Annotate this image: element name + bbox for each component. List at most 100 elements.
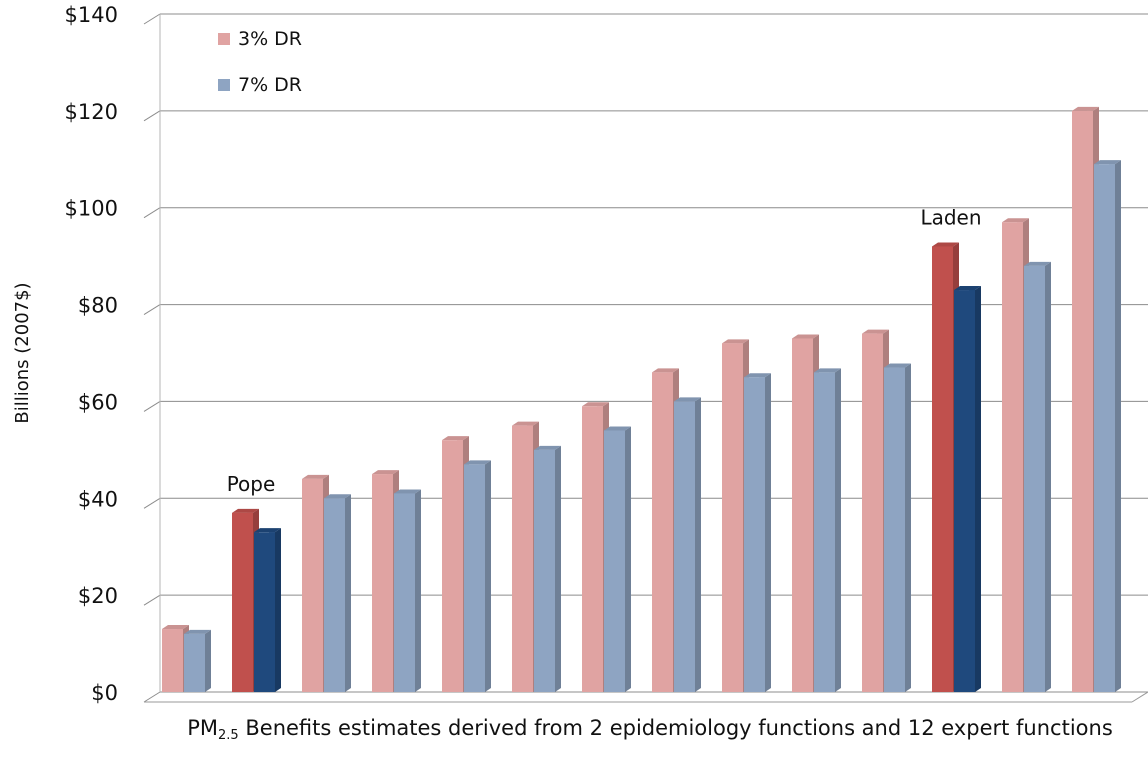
bar-7pct-dr-front	[254, 532, 275, 692]
bar-3pct-dr-top	[932, 242, 959, 247]
bar-7pct-dr	[534, 445, 561, 692]
y-tick-label: $100	[65, 197, 118, 221]
y-tick-label: $20	[78, 584, 118, 608]
bar-7pct-dr	[394, 489, 421, 692]
bar-7pct-dr	[254, 528, 281, 692]
bar-3pct-dr-front	[792, 338, 813, 692]
bar-7pct-dr-side	[1045, 261, 1051, 692]
bar-3pct-dr-top	[512, 421, 539, 426]
y-tick-label: $60	[78, 390, 118, 414]
bar-7pct-dr-top	[254, 528, 281, 533]
bar-7pct-dr	[954, 286, 981, 692]
bar-3pct-dr-top	[792, 334, 819, 339]
y-axis-title: Billions (2007$)	[12, 282, 33, 423]
gridline-bevel	[143, 691, 161, 703]
bar-7pct-dr-front	[814, 372, 835, 692]
bar-7pct-dr-side	[205, 629, 211, 692]
bar-7pct-dr	[324, 494, 351, 692]
y-tick-label: $0	[91, 681, 118, 705]
gridline-bevel	[143, 13, 161, 25]
bar-7pct-dr-side	[625, 426, 631, 692]
bar-3pct-dr-front	[232, 512, 253, 692]
bar-3pct-dr-top	[652, 368, 679, 373]
x-axis-title-sub: 2.5	[218, 728, 239, 743]
bar-7pct-dr-front	[884, 367, 905, 692]
bar-7pct-dr-front	[1094, 164, 1115, 693]
bar-7pct-dr	[184, 629, 211, 692]
bar-7pct-dr-top	[674, 397, 701, 402]
bar-3pct-dr-front	[512, 425, 533, 692]
gridline-bevel	[143, 401, 161, 412]
bar-7pct-dr	[464, 460, 491, 692]
bar-3pct-dr-front	[932, 246, 953, 692]
bar-7pct-dr-side	[345, 494, 351, 692]
bar-3pct-dr-front	[162, 629, 183, 692]
legend: 3% DR 7% DR	[218, 28, 302, 96]
bar-3pct-dr-front	[442, 440, 463, 692]
gridline-bevel	[143, 207, 161, 219]
gridline-bevel	[143, 304, 161, 315]
gridline-bevel	[143, 110, 161, 122]
bar-7pct-dr-front	[954, 290, 975, 692]
bar-3pct-dr-front	[652, 372, 673, 692]
gridline-bevel	[143, 594, 161, 606]
bar-7pct-dr-top	[464, 460, 491, 465]
bar-7pct-dr-side	[555, 445, 561, 692]
bar-7pct-dr	[604, 426, 631, 692]
bar-3pct-dr-top	[582, 402, 609, 407]
y-tick-label: $40	[78, 487, 118, 511]
y-tick-label: $140	[65, 3, 118, 27]
bar-7pct-dr-side	[975, 286, 981, 692]
bar-3pct-dr-top	[162, 625, 189, 630]
bar-7pct-dr-side	[765, 373, 771, 692]
bar-3pct-dr-top	[372, 470, 399, 475]
gridlines	[143, 13, 1148, 703]
bar-7pct-dr-top	[184, 629, 211, 634]
bar-7pct-dr-side	[835, 368, 841, 692]
bar-7pct-dr-side	[695, 397, 701, 692]
y-tick-label: $120	[65, 100, 118, 124]
bar-3pct-dr-top	[442, 436, 469, 441]
bar-7pct-dr	[884, 363, 911, 692]
x-axis-title: PM2.5 Benefits estimates derived from 2 …	[160, 712, 1140, 752]
bar-7pct-dr-front	[744, 377, 765, 692]
bar-7pct-dr-top	[604, 426, 631, 431]
bar-3pct-dr-front	[722, 343, 743, 692]
bar-7pct-dr-side	[1115, 160, 1121, 693]
bar-7pct-dr-top	[324, 494, 351, 499]
bar-3pct-dr-front	[302, 478, 323, 692]
annotation-label: Pope	[227, 472, 276, 496]
bar-7pct-dr	[814, 368, 841, 692]
bar-3pct-dr-front	[1072, 110, 1093, 693]
bar-3pct-dr-top	[1072, 106, 1099, 111]
bar-7pct-dr-side	[905, 363, 911, 692]
bar-3pct-dr-front	[372, 474, 393, 692]
bar-7pct-dr-side	[485, 460, 491, 692]
legend-label: 7% DR	[238, 74, 302, 96]
bar-7pct-dr	[674, 397, 701, 692]
bar-3pct-dr-top	[232, 508, 259, 513]
bar-7pct-dr-top	[954, 286, 981, 291]
x-axis-title-post: Benefits estimates derived from 2 epidem…	[238, 716, 1113, 740]
bar-7pct-dr	[1024, 261, 1051, 692]
bar-3pct-dr-front	[1002, 222, 1023, 692]
legend-swatch	[218, 33, 230, 45]
gridline-bevel	[143, 497, 161, 509]
floor-right-edge	[1131, 691, 1148, 703]
bar-7pct-dr-front	[394, 493, 415, 692]
bar-7pct-dr-top	[744, 373, 771, 378]
legend-label: 3% DR	[238, 28, 302, 50]
bar-7pct-dr-front	[604, 430, 625, 692]
x-axis-title-pre: PM	[187, 716, 219, 740]
bar-7pct-dr	[744, 373, 771, 692]
bar-7pct-dr-side	[415, 489, 421, 692]
bar-3pct-dr-front	[862, 333, 883, 692]
bar-7pct-dr-front	[184, 633, 205, 692]
bar-7pct-dr-front	[1024, 265, 1045, 692]
bar-3pct-dr-front	[582, 406, 603, 692]
bar-3pct-dr-top	[862, 329, 889, 334]
bar-3pct-dr-top	[1002, 218, 1029, 223]
bar-7pct-dr-front	[324, 498, 345, 692]
